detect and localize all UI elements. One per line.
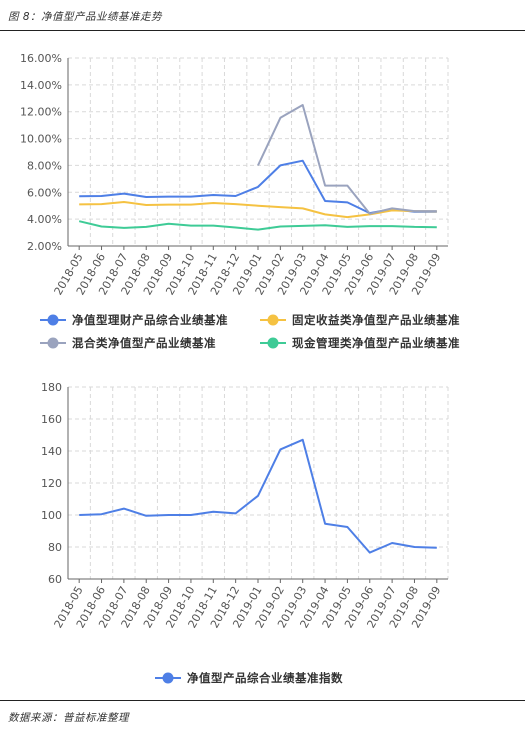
legend-label: 净值型产品综合业绩基准指数: [187, 671, 343, 685]
y-tick-label: 6.00%: [27, 186, 62, 199]
series-line-3: [257, 104, 437, 215]
legend-label: 净值型理财产品综合业绩基准: [72, 313, 228, 327]
y-tick-label: 8.00%: [27, 159, 62, 172]
legend-marker: [47, 337, 59, 349]
y-tick-label: 180: [41, 381, 62, 394]
y-tick-label: 12.00%: [20, 106, 62, 119]
legend-marker: [267, 314, 279, 326]
y-tick-label: 14.00%: [20, 79, 62, 92]
legend-item-1: 净值型理财产品综合业绩基准: [40, 313, 228, 327]
legend-marker: [47, 314, 59, 326]
y-tick-label: 2.00%: [27, 240, 62, 253]
chart-1: 2.00% 4.00% 6.00% 8.00% 10.00% 12.00% 14.00% 16…: [20, 52, 460, 350]
y-tick-label: 100: [41, 509, 62, 522]
legend-label: 现金管理类净值型产品业绩基准: [292, 336, 460, 350]
y-tick-label: 16.00%: [20, 52, 62, 65]
series-line-4: [78, 220, 437, 231]
y-tick-label: 4.00%: [27, 213, 62, 226]
bottom-rule: [0, 700, 525, 701]
y-tick-label: 160: [41, 413, 62, 426]
legend-marker: [162, 672, 174, 684]
legend-item-3: 混合类净值型产品业绩基准: [40, 336, 216, 350]
legend-label: 混合类净值型产品业绩基准: [72, 336, 216, 350]
y-tick-label: 10.00%: [20, 133, 62, 146]
legend-marker: [267, 337, 279, 349]
legend-item-1: 净值型产品综合业绩基准指数: [155, 671, 343, 685]
figure-title: 图 8：净值型产品业绩基准走势: [8, 11, 163, 23]
legend-label: 固定收益类净值型产品业绩基准: [292, 313, 460, 327]
y-tick-label: 120: [41, 477, 62, 490]
y-tick-label: 140: [41, 445, 62, 458]
y-tick-label: 80: [48, 541, 62, 554]
legend-item-2: 固定收益类净值型产品业绩基准: [260, 313, 460, 327]
chart-2: 60801001201401601802018-052018-062018-07…: [41, 381, 449, 685]
top-rule: [0, 30, 525, 31]
y-tick-label: 60: [48, 573, 62, 586]
series-line-1: [79, 438, 437, 554]
source-note: 数据来源：普益标准整理: [8, 712, 129, 724]
legend-item-4: 现金管理类净值型产品业绩基准: [260, 336, 460, 350]
